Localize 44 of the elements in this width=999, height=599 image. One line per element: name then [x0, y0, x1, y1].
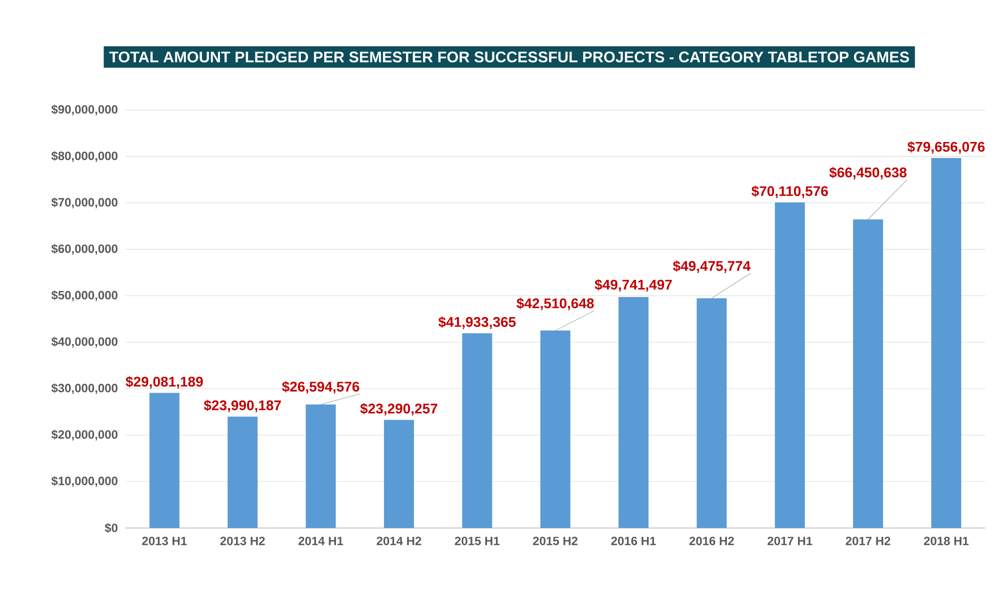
data-label: $42,510,648	[516, 298, 594, 310]
bar	[384, 420, 414, 528]
y-tick-label: $40,000,000	[51, 336, 118, 348]
bar	[931, 158, 962, 528]
y-tick-label: $30,000,000	[51, 383, 118, 394]
y-tick-label: $50,000,000	[51, 290, 118, 302]
x-tick-label: 2014 H1	[298, 536, 344, 546]
y-tick-label: $0	[104, 523, 118, 533]
data-label: $29,081,189	[126, 376, 203, 389]
data-label: $41,933,365	[438, 316, 516, 329]
bar	[306, 404, 336, 528]
x-tick-label: 2017 H1	[768, 536, 812, 546]
data-label: $49,475,774	[672, 260, 751, 273]
y-tick-label: $10,000,000	[51, 476, 118, 487]
data-label: $26,594,576	[282, 381, 360, 394]
bar	[149, 392, 180, 528]
bar	[540, 330, 570, 528]
bar	[774, 202, 805, 528]
bar	[462, 333, 492, 528]
data-label: $70,110,576	[752, 186, 828, 198]
bar	[618, 296, 649, 528]
x-tick-label: 2015 H1	[454, 536, 500, 546]
x-tick-label: 2015 H2	[533, 536, 578, 546]
data-label: $49,741,497	[594, 279, 672, 292]
x-tick-label: 2017 H2	[846, 536, 890, 546]
x-tick-label: 2013 H1	[142, 536, 187, 546]
y-tick-label: $80,000,000	[51, 151, 118, 162]
x-tick-label: 2014 H2	[376, 536, 422, 546]
x-tick-label: 2016 H1	[611, 536, 656, 546]
data-label: $23,290,257	[360, 402, 438, 416]
y-tick-label: $20,000,000	[51, 430, 118, 440]
y-tick-label: $90,000,000	[51, 104, 118, 116]
data-label: $79,656,076	[908, 141, 985, 154]
bar	[696, 298, 727, 528]
bar	[853, 219, 884, 528]
x-tick-label: 2016 H2	[689, 536, 734, 546]
data-label: $23,990,187	[204, 400, 281, 412]
y-tick-label: $70,000,000	[51, 198, 118, 208]
chart-title: TOTAL AMOUNT PLEDGED PER SEMESTER FOR SUCCESSFUL PROJECTS - CATEGORY TABLETOP GAMES	[109, 52, 909, 62]
x-tick-label: 2018 H1	[924, 536, 969, 546]
data-label: $66,450,638	[829, 166, 907, 180]
bar	[228, 416, 258, 528]
x-tick-label: 2013 H2	[220, 536, 265, 546]
y-tick-label: $60,000,000	[51, 244, 118, 255]
